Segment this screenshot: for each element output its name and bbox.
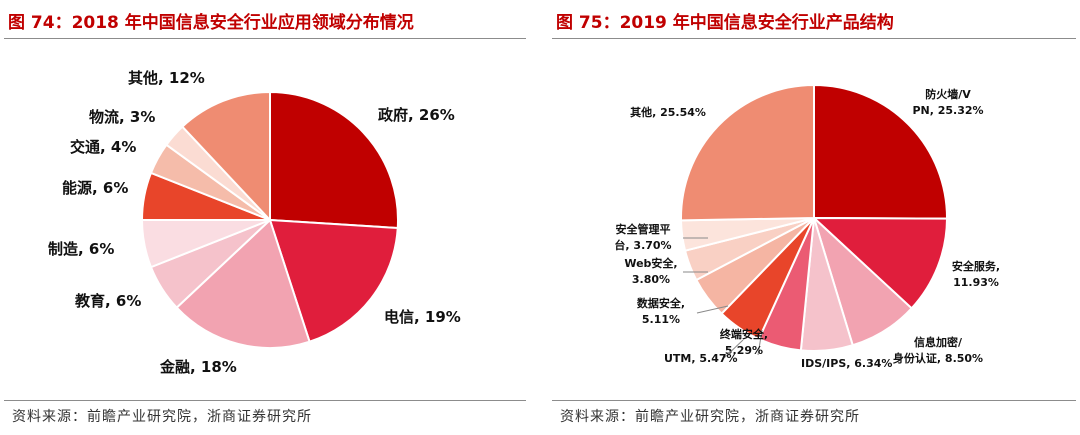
data-label-制造: 制造, 6%: [48, 240, 114, 258]
data-label-IDS/IPS: IDS/IPS, 6.34%: [801, 357, 892, 370]
data-label-金融: 金融, 18%: [159, 358, 237, 376]
data-label-能源: 能源, 6%: [62, 179, 128, 197]
leader-line-数据安全: [696, 305, 729, 314]
data-label-防火墙/VPN: 防火墙/V PN, 25.32%: [912, 87, 983, 117]
left-source-rule: [4, 400, 526, 401]
data-label-其他: 其他, 12%: [128, 69, 205, 87]
pie-slice-防火墙/VPN: [813, 83, 949, 220]
data-label-安全服务: 安全服务, 11.93%: [952, 259, 1000, 289]
pie-slices: [140, 90, 399, 349]
right-source-rule: [552, 400, 1076, 401]
data-label-安全管理平台: 安全管理平台, 3.70%: [614, 222, 671, 252]
pie-slice-电信: [268, 218, 399, 344]
pie-data-labels: 政府, 26% 电信, 19% 金融, 18% 教育, 6% 制造, 6% 能源, 6% 交…: [48, 69, 461, 376]
left-pie-chart: 政府, 26% 电信, 19% 金融, 18% 教育, 6% 制造, 6% 能源, 6% 交…: [48, 69, 461, 376]
right-chart-title: 图 75：2019 年中国信息安全行业产品结构: [556, 13, 894, 33]
right-chart-panel: 图 75：2019 年中国信息安全行业产品结构 防火墙/V PN, 25.32% 安…: [548, 0, 1080, 435]
pie-slice-其他: [180, 90, 271, 223]
leader-line-终端安全: [757, 329, 763, 356]
data-label-物流: 物流, 3%: [89, 108, 155, 126]
data-label-其他: 其他, 25.54%: [630, 105, 706, 119]
left-title-rule: [4, 38, 526, 39]
data-label-UTM: UTM, 5.47%: [664, 352, 738, 365]
data-label-政府: 政府, 26%: [378, 106, 455, 124]
data-label-终端安全: 终端安全, 5.29%: [720, 327, 768, 357]
pie-slice-安全服务: [811, 216, 949, 310]
right-title-rule: [552, 38, 1076, 39]
data-label-教育: 教育, 6%: [74, 292, 141, 310]
pie-data-labels: 防火墙/V PN, 25.32% 安全服务, 11.93% 信息加密/身份认证, 8.5…: [614, 87, 1000, 370]
pie-slice-其他: [680, 83, 815, 222]
left-chart-title: 图 74：2018 年中国信息安全行业应用领域分布情况: [8, 13, 414, 33]
data-label-电信: 电信, 19%: [384, 308, 461, 326]
data-label-交通: 交通, 4%: [70, 138, 136, 156]
left-source-note: 资料来源：前瞻产业研究院，浙商证券研究所: [12, 409, 312, 425]
pie-slice-金融: [175, 218, 311, 349]
data-label-数据安全: 数据安全, 5.11%: [637, 296, 685, 326]
data-label-信息加密/身份认证: 信息加密/身份认证, 8.50%: [893, 335, 983, 365]
right-source-note: 资料来源：前瞻产业研究院，浙商证券研究所: [560, 409, 860, 425]
left-chart-panel: 图 74：2018 年中国信息安全行业应用领域分布情况 政府, 26% 电信, 1…: [0, 0, 530, 435]
data-label-Web安全: Web安全, 3.80%: [624, 256, 677, 286]
pie-slices: [680, 83, 949, 352]
right-pie-chart: 防火墙/V PN, 25.32% 安全服务, 11.93% 信息加密/身份认证, 8.5…: [614, 83, 1000, 370]
leader-line-UTM: [723, 339, 744, 359]
pie-slice-政府: [269, 90, 399, 230]
